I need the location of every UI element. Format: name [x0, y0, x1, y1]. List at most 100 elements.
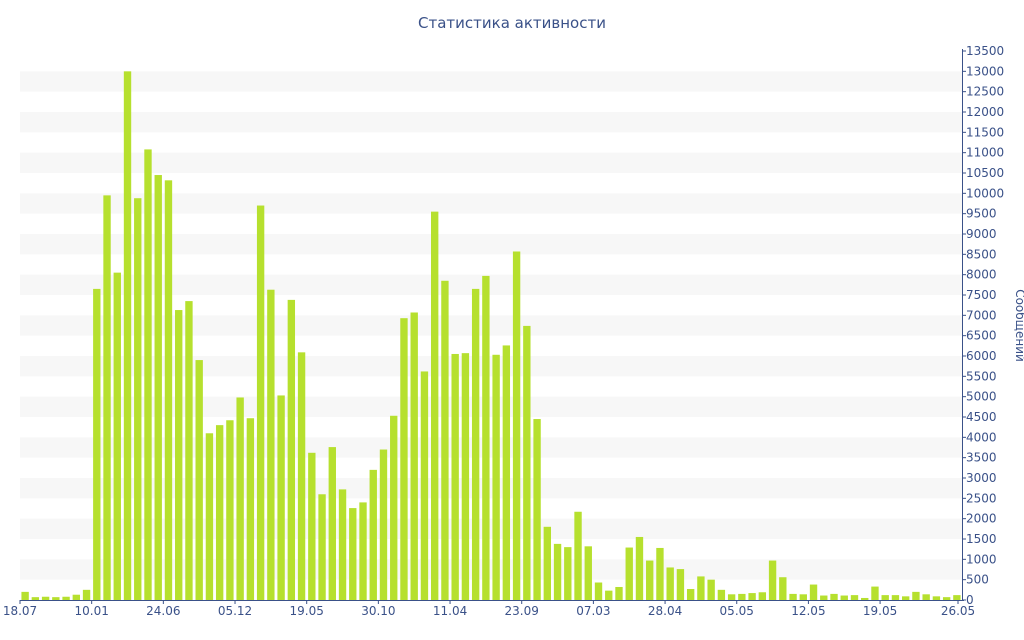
- bar: [584, 546, 592, 600]
- bar: [134, 198, 142, 601]
- bar: [686, 589, 695, 600]
- bar: [144, 149, 152, 600]
- bar: [942, 597, 951, 600]
- bar: [267, 289, 275, 600]
- bar: [52, 597, 60, 600]
- grid-band: [20, 112, 962, 133]
- y-tick-label: 2500: [966, 491, 997, 505]
- bar: [861, 597, 869, 600]
- bar: [164, 180, 173, 600]
- bar: [871, 586, 879, 600]
- y-tick-label: 5500: [966, 369, 997, 383]
- bar: [881, 595, 889, 600]
- x-tick-label: 19.05: [290, 604, 324, 618]
- y-tick-label: 12500: [966, 85, 1004, 99]
- bar: [594, 582, 603, 600]
- bar: [31, 597, 40, 600]
- bar: [236, 397, 244, 600]
- bar: [820, 595, 828, 600]
- bar: [635, 536, 644, 600]
- y-tick-label: 13500: [966, 44, 1004, 58]
- y-tick-label: 2000: [966, 512, 997, 526]
- y-tick-label: 1000: [966, 552, 997, 566]
- bar: [768, 560, 777, 600]
- bar: [21, 591, 29, 600]
- bar: [799, 594, 807, 600]
- y-axis-ticks: 0 500 1000 1500 2000 2500 3000 3500 4000 4500 5000…: [962, 44, 1004, 607]
- grid-band: [20, 193, 962, 214]
- bar: [410, 312, 418, 600]
- bar: [779, 577, 787, 600]
- bar: [369, 469, 377, 600]
- grid-band: [20, 315, 962, 336]
- grid-band: [20, 518, 962, 539]
- bar: [195, 360, 203, 600]
- bar: [482, 275, 490, 600]
- bar: [318, 494, 326, 600]
- bar: [717, 589, 726, 600]
- chart-title: Статистика активности: [418, 14, 606, 32]
- bar: [123, 71, 132, 601]
- bar: [830, 593, 838, 600]
- grid-band: [20, 152, 962, 173]
- y-tick-label: 12000: [966, 105, 1004, 119]
- bar: [308, 452, 316, 600]
- y-tick-label: 7500: [966, 288, 997, 302]
- bar: [349, 508, 357, 600]
- y-tick-label: 10500: [966, 166, 1004, 180]
- x-tick-label: 23.09: [505, 604, 539, 618]
- y-tick-label: 11000: [966, 146, 1004, 160]
- y-tick-label: 11500: [966, 125, 1004, 139]
- x-tick-label: 26.05: [941, 604, 975, 618]
- x-axis-ticks: 18.07 10.01 24.06 05.12 19.05 30.10 11.04 23.09…: [3, 600, 975, 618]
- bar: [451, 353, 459, 600]
- bar-series: [21, 71, 961, 601]
- bar: [512, 251, 521, 600]
- bar: [297, 352, 306, 600]
- grid-band: [20, 71, 962, 92]
- bar: [72, 594, 81, 600]
- grid-band: [20, 437, 962, 458]
- bar: [215, 425, 224, 600]
- x-tick-label: 28.04: [648, 604, 682, 618]
- y-tick-label: 4000: [966, 430, 997, 444]
- y-tick-label: 10000: [966, 186, 1004, 200]
- bar: [338, 489, 347, 600]
- bar: [226, 420, 234, 600]
- bar: [922, 594, 930, 600]
- y-tick-label: 3500: [966, 451, 997, 465]
- bar: [103, 195, 111, 600]
- bar: [420, 371, 429, 600]
- bar: [676, 569, 685, 600]
- y-tick-label: 1500: [966, 532, 997, 546]
- bar: [891, 595, 900, 600]
- bar: [748, 593, 756, 600]
- x-tick-label: 24.06: [146, 604, 180, 618]
- bar: [113, 272, 121, 600]
- x-tick-label: 12.05: [791, 604, 825, 618]
- grid-band: [20, 274, 962, 295]
- bar: [646, 560, 654, 600]
- bar: [246, 418, 255, 600]
- bar: [912, 591, 920, 600]
- bar: [625, 547, 633, 600]
- bar: [901, 596, 910, 600]
- bar: [932, 596, 941, 600]
- y-tick-label: 5000: [966, 390, 997, 404]
- bar: [697, 576, 705, 600]
- bar: [809, 584, 818, 600]
- bar: [738, 593, 746, 600]
- y-tick-label: 4500: [966, 410, 997, 424]
- grid-band: [20, 559, 962, 580]
- bar: [471, 288, 480, 600]
- bar: [492, 354, 500, 600]
- bar: [379, 449, 388, 600]
- bar: [707, 579, 715, 600]
- x-tick-label: 30.10: [361, 604, 395, 618]
- bar: [441, 280, 449, 600]
- x-tick-label: 05.12: [218, 604, 252, 618]
- bar: [185, 301, 193, 600]
- bar: [154, 175, 162, 601]
